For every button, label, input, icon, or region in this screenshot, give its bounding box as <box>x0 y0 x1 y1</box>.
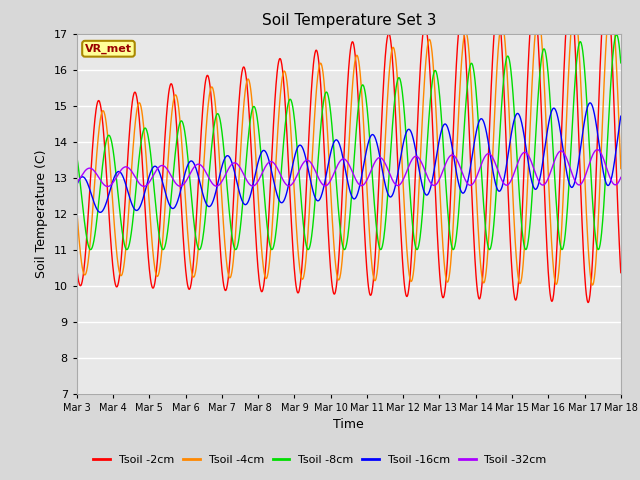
Title: Soil Temperature Set 3: Soil Temperature Set 3 <box>262 13 436 28</box>
Y-axis label: Soil Temperature (C): Soil Temperature (C) <box>35 149 48 278</box>
X-axis label: Time: Time <box>333 418 364 431</box>
Legend: Tsoil -2cm, Tsoil -4cm, Tsoil -8cm, Tsoil -16cm, Tsoil -32cm: Tsoil -2cm, Tsoil -4cm, Tsoil -8cm, Tsoi… <box>89 451 551 469</box>
Text: VR_met: VR_met <box>85 44 132 54</box>
